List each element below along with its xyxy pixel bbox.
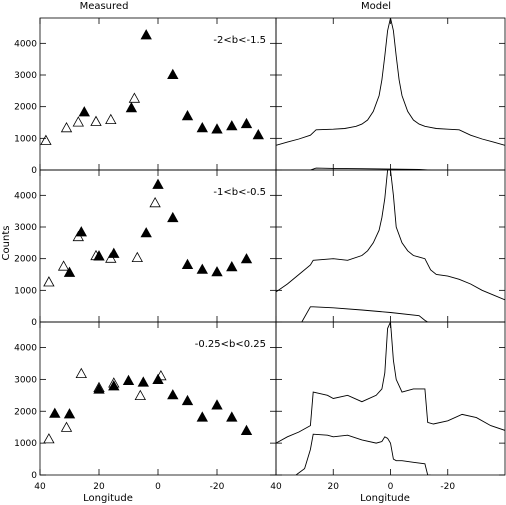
data-point-filled xyxy=(252,128,264,140)
data-point-filled xyxy=(93,383,105,394)
y-axis-label: Counts xyxy=(1,226,12,261)
data-point-filled xyxy=(240,117,253,129)
panel-frame xyxy=(275,321,506,476)
x-tick-label: 0 xyxy=(388,482,394,492)
x-tick-label: -20 xyxy=(210,482,225,492)
panel-data xyxy=(43,178,253,287)
data-point-open xyxy=(90,115,102,126)
data-point-filled xyxy=(125,101,138,113)
data-point-filled xyxy=(240,424,253,436)
x-tick-label: 0 xyxy=(155,482,161,492)
data-point-filled xyxy=(63,266,76,277)
panel-annotation: -2<b<-1.5 xyxy=(213,35,266,46)
model-curve xyxy=(276,170,505,301)
panel-frames xyxy=(39,17,506,476)
panel-data xyxy=(43,367,253,444)
panel-data xyxy=(276,18,505,170)
data-point-filled xyxy=(93,250,105,261)
panel-annotation: -0.25<b<0.25 xyxy=(195,339,266,350)
data-point-filled xyxy=(181,109,194,121)
y-tick-label: 2000 xyxy=(14,407,37,417)
data-point-filled xyxy=(140,29,152,40)
data-point-filled xyxy=(167,68,179,79)
data-point-filled xyxy=(167,389,179,400)
data-point-filled xyxy=(122,374,135,386)
y-tick-label: 2000 xyxy=(14,255,37,265)
data-point-filled xyxy=(108,380,120,391)
data-point-filled xyxy=(226,120,238,131)
y-tick-label: 3000 xyxy=(14,375,37,385)
model-curve xyxy=(295,433,431,475)
data-point-filled xyxy=(211,399,223,410)
data-point-filled xyxy=(196,263,208,274)
data-point-open xyxy=(60,121,73,133)
data-point-filled xyxy=(196,411,208,422)
y-tick-label: 1000 xyxy=(14,286,37,296)
axis-ticks: 0100020003000400001000200030004000010002… xyxy=(14,18,505,492)
x-axis-label-model: Longitude xyxy=(360,493,410,504)
data-point-filled xyxy=(226,260,238,272)
column-title-measured: Measured xyxy=(80,1,129,12)
x-axis-label-measured: Longitude xyxy=(83,493,133,504)
panel-frame xyxy=(275,169,506,323)
data-point-filled xyxy=(49,407,61,418)
data-point-open xyxy=(43,276,55,287)
data-point-open xyxy=(134,389,146,401)
data-point-filled xyxy=(181,394,194,406)
data-point-open xyxy=(72,116,84,127)
y-tick-label: 3000 xyxy=(14,71,37,81)
data-point-filled xyxy=(137,376,149,387)
x-tick-label: 40 xyxy=(34,482,46,492)
data-point-filled xyxy=(181,258,194,270)
column-title-model: Model xyxy=(361,1,391,12)
data-point-open xyxy=(60,421,73,432)
y-tick-label: 4000 xyxy=(14,39,37,49)
x-tick-label: -20 xyxy=(440,482,455,492)
y-tick-label: 0 xyxy=(31,166,37,176)
data-point-filled xyxy=(63,408,76,419)
data-point-open xyxy=(149,196,161,208)
data-point-open xyxy=(43,433,55,444)
y-tick-label: 0 xyxy=(31,318,37,328)
data-point-filled xyxy=(167,211,179,223)
data-point-filled xyxy=(152,178,164,189)
x-tick-label: 40 xyxy=(270,482,282,492)
x-tick-label: 20 xyxy=(328,482,340,492)
model-curve xyxy=(310,167,431,170)
y-tick-label: 1000 xyxy=(14,439,37,449)
data-point-open xyxy=(75,367,87,379)
panel-annotation: -1<b<-0.5 xyxy=(213,187,266,198)
y-tick-label: 4000 xyxy=(14,344,37,354)
data-point-open xyxy=(105,113,117,124)
model-curve xyxy=(301,306,431,322)
model-curve xyxy=(276,18,505,146)
chart-marks: -2<b<-1.5 -1<b<-0.5 -0.25<b<0.25 xyxy=(40,18,505,475)
x-tick-label: 20 xyxy=(93,482,105,492)
data-point-filled xyxy=(196,121,208,133)
data-point-filled xyxy=(240,253,253,264)
y-tick-label: 3000 xyxy=(14,223,37,233)
y-tick-label: 2000 xyxy=(14,103,37,113)
panel-data xyxy=(276,170,505,322)
y-tick-label: 0 xyxy=(31,471,37,481)
data-point-filled xyxy=(226,411,238,422)
data-point-filled xyxy=(140,227,152,238)
panel-data xyxy=(40,29,264,145)
data-point-filled xyxy=(211,266,223,277)
data-point-open xyxy=(128,92,141,103)
y-tick-label: 4000 xyxy=(14,191,37,201)
panel-data xyxy=(276,322,505,475)
data-point-filled xyxy=(152,373,164,385)
data-point-open xyxy=(57,260,70,271)
data-point-open xyxy=(40,134,52,145)
y-tick-label: 1000 xyxy=(14,134,37,144)
data-point-filled xyxy=(75,226,87,237)
data-point-filled xyxy=(78,106,90,117)
model-curve xyxy=(276,322,505,444)
data-point-filled xyxy=(108,247,120,258)
data-point-filled xyxy=(211,123,223,134)
panel-frame xyxy=(275,17,506,171)
data-point-open xyxy=(131,251,143,263)
